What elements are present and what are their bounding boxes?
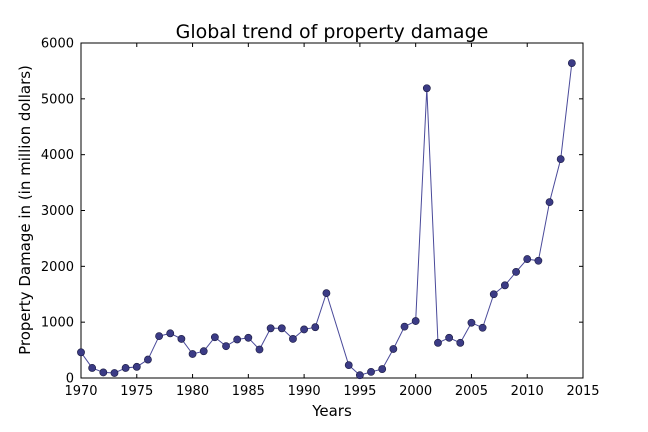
x-tick-label: 2010 [511, 384, 544, 399]
data-point [233, 335, 242, 344]
data-point [144, 355, 152, 364]
series-property-damage [77, 59, 576, 380]
y-tick-label: 5000 [41, 92, 74, 107]
data-point [188, 350, 197, 358]
x-tick-label: 1975 [120, 384, 153, 399]
x-tick-label: 1990 [288, 384, 321, 399]
data-point [512, 268, 520, 276]
data-point [244, 333, 253, 342]
y-tick-label: 2000 [41, 260, 74, 275]
x-axis-label: Years [311, 402, 352, 420]
x-tick-label: 2000 [399, 384, 432, 399]
data-point [367, 367, 375, 376]
data-point [99, 368, 108, 377]
data-point [478, 323, 487, 332]
data-point [445, 333, 454, 342]
data-point [434, 338, 442, 347]
data-point [467, 318, 476, 327]
x-tick-label: 2005 [455, 384, 488, 399]
y-tick-label: 4000 [41, 148, 74, 163]
y-tick-label: 1000 [41, 316, 74, 331]
series-line [80, 63, 573, 376]
data-point [523, 255, 532, 263]
x-tick-label: 2015 [566, 384, 599, 399]
x-tick-label: 1985 [232, 384, 265, 399]
data-point [199, 347, 208, 356]
data-point [322, 289, 331, 298]
data-point [355, 371, 364, 380]
data-point [222, 342, 230, 351]
data-point [88, 364, 97, 372]
data-point [411, 317, 420, 325]
data-point [389, 345, 398, 353]
data-point [300, 325, 309, 334]
y-tick-label: 0 [66, 372, 74, 387]
data-point [378, 365, 387, 373]
data-point [556, 155, 565, 164]
x-tick-label: 1995 [343, 384, 376, 399]
data-point [210, 333, 219, 342]
y-axis-label: Property Damage in (in million dollars) [16, 65, 34, 355]
plot-frame [80, 42, 584, 379]
data-point [311, 323, 320, 332]
y-tick-label: 3000 [41, 204, 74, 219]
axes: 1970 1975 1980 1985 1990 1995 2000 2005 2010 2015… [41, 37, 600, 400]
chart-title: Global trend of property damage [176, 21, 489, 43]
data-point [110, 369, 119, 377]
data-point [545, 198, 554, 207]
data-point [289, 335, 297, 343]
data-point [121, 364, 130, 372]
data-point [501, 281, 509, 290]
data-point [266, 324, 275, 333]
x-tick-label: 1980 [176, 384, 209, 399]
data-point [132, 362, 141, 371]
data-point [277, 324, 286, 333]
data-point [567, 59, 576, 67]
data-point [155, 332, 163, 341]
data-point [77, 348, 85, 357]
data-point [489, 290, 498, 299]
x-tick-label: 1970 [64, 384, 97, 399]
data-point [344, 361, 353, 370]
data-point [534, 256, 543, 265]
data-point [422, 84, 431, 93]
y-tick-label: 6000 [41, 37, 74, 52]
data-point [255, 345, 264, 354]
data-point [177, 335, 186, 343]
data-point [400, 322, 409, 331]
data-point [456, 338, 465, 347]
data-point [166, 329, 175, 338]
